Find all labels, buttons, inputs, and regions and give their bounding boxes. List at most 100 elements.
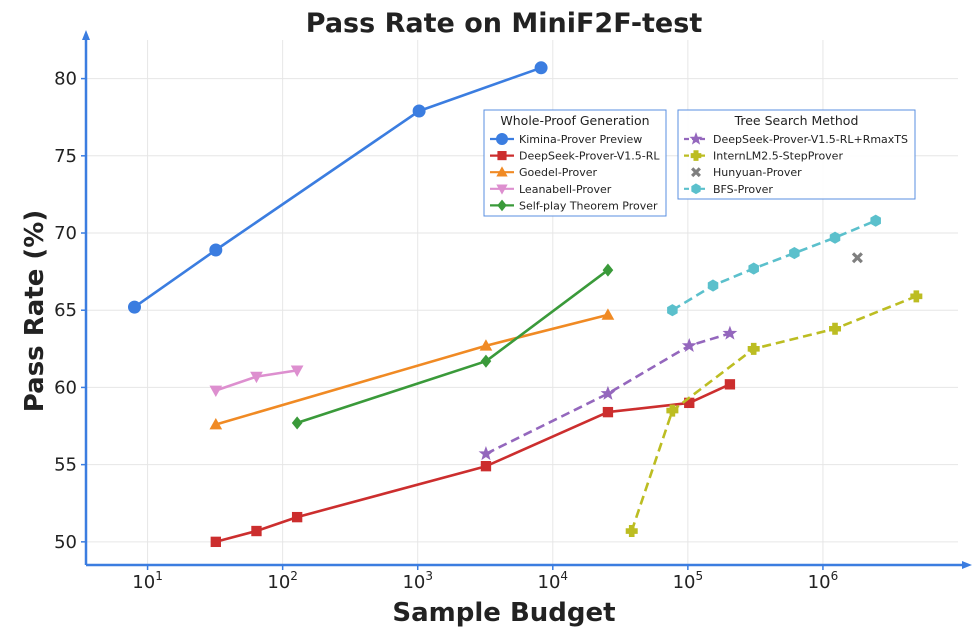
data-point xyxy=(602,406,614,418)
data-point xyxy=(210,536,221,548)
y-tick-label: 70 xyxy=(54,223,77,244)
y-axis-arrow xyxy=(82,30,90,40)
data-point xyxy=(209,417,223,430)
series-line xyxy=(133,66,542,309)
series-Self-play Theorem Prover xyxy=(291,263,614,430)
series-InternLM2.5-StepProver xyxy=(625,290,923,538)
data-point xyxy=(600,385,616,400)
y-tick-label: 50 xyxy=(54,532,77,553)
legend-title: Whole-Proof Generation xyxy=(500,113,649,128)
legend-title: Tree Search Method xyxy=(734,113,859,128)
x-tick-exponent: 6 xyxy=(831,569,839,583)
legend-swatch-marker xyxy=(496,184,508,195)
legend-swatch-marker xyxy=(497,199,507,212)
data-point xyxy=(290,365,304,377)
x-tick-label: 101 xyxy=(132,569,163,593)
legend-entry: Goedel-Prover xyxy=(519,166,598,179)
y-tick-label: 75 xyxy=(54,146,77,167)
x-tick-exponent: 5 xyxy=(695,569,703,583)
data-point xyxy=(209,385,223,398)
data-point xyxy=(681,337,697,353)
legend-swatch-marker xyxy=(691,183,701,195)
data-point xyxy=(127,300,141,314)
data-point xyxy=(291,511,303,523)
legend-box-0: Whole-Proof Generation Kimina-Prover Prev… xyxy=(483,109,667,217)
x-axis-arrow xyxy=(962,561,972,569)
series-Hunyuan-Prover xyxy=(851,252,863,264)
x-axis-label: Sample Budget xyxy=(392,598,615,628)
data-point xyxy=(478,446,494,461)
x-tick-label: 106 xyxy=(808,569,839,593)
data-point xyxy=(602,263,614,277)
data-point xyxy=(707,279,719,292)
legend-entry: DeepSeek-Prover-V1.5-RL+RmaxTS xyxy=(713,133,908,146)
data-point xyxy=(789,247,800,260)
data-point xyxy=(625,525,638,538)
legend-swatch-marker xyxy=(496,166,508,177)
data-point xyxy=(910,290,923,303)
y-tick-label: 65 xyxy=(54,300,77,321)
legend-entry: DeepSeek-Prover-V1.5-RL xyxy=(519,150,660,163)
data-point xyxy=(667,304,678,317)
y-tick-label: 80 xyxy=(54,69,77,90)
data-point xyxy=(747,342,760,355)
x-tick-label: 102 xyxy=(267,569,298,593)
legend-swatch-marker xyxy=(691,167,701,178)
legend-entry: BFS-Prover xyxy=(713,183,773,196)
data-point xyxy=(724,379,736,390)
legend-entry: Self-play Theorem Prover xyxy=(519,199,658,212)
series-area xyxy=(127,61,923,548)
data-point xyxy=(722,325,738,340)
data-point xyxy=(601,308,615,320)
data-point xyxy=(479,339,493,351)
y-tick-label: 55 xyxy=(54,455,77,476)
series-Leanabell-Prover xyxy=(209,365,304,398)
data-point xyxy=(209,243,223,257)
series-line xyxy=(671,219,877,312)
legend-swatch-marker xyxy=(497,151,507,161)
data-point xyxy=(829,231,841,244)
x-tick-exponent: 1 xyxy=(155,569,163,583)
legend-swatch-marker xyxy=(689,132,703,145)
data-point xyxy=(829,322,842,335)
y-axis-label: Pass Rate (%) xyxy=(20,210,50,412)
series-DeepSeek-Prover-V1.5-RL xyxy=(210,379,736,548)
data-point xyxy=(412,104,426,118)
data-point xyxy=(534,61,548,75)
series-line xyxy=(485,332,731,455)
x-tick-label: 103 xyxy=(402,569,433,593)
legend-entry: Leanabell-Prover xyxy=(519,183,612,196)
data-point xyxy=(291,416,303,430)
data-point xyxy=(870,214,881,227)
axes xyxy=(82,30,972,569)
legend-frame xyxy=(483,109,667,217)
legend-frame xyxy=(677,109,916,200)
series-Kimina-Prover Preview xyxy=(127,61,548,314)
legend: Whole-Proof Generation Kimina-Prover Prev… xyxy=(483,109,916,217)
data-point xyxy=(480,354,492,368)
x-tick-exponent: 2 xyxy=(290,569,298,583)
data-point xyxy=(480,461,492,472)
x-tick-exponent: 3 xyxy=(425,569,433,583)
series-Goedel-Prover xyxy=(209,308,615,430)
data-point xyxy=(851,252,863,264)
x-tick-label: 105 xyxy=(673,569,704,593)
x-tick-label: 104 xyxy=(538,569,569,593)
series-DeepSeek-Prover-V1.5-RL+RmaxTS xyxy=(478,325,738,461)
legend-box-1: Tree Search Method DeepSeek-Prover-V1.5-R… xyxy=(677,109,916,200)
data-point xyxy=(666,404,679,417)
series-BFS-Prover xyxy=(667,214,881,317)
data-point xyxy=(748,262,759,275)
legend-swatch-marker xyxy=(496,133,508,145)
legend-entry: InternLM2.5-StepProver xyxy=(713,150,843,163)
y-tick-label: 60 xyxy=(54,377,77,398)
chart-title: Pass Rate on MiniF2F-test xyxy=(306,8,703,39)
series-line xyxy=(215,313,609,426)
data-point xyxy=(250,371,263,384)
legend-entry: Hunyuan-Prover xyxy=(713,166,802,179)
legend-swatch-marker xyxy=(690,150,702,161)
x-tick-exponent: 4 xyxy=(560,569,568,583)
legend-entry: Kimina-Prover Preview xyxy=(519,133,642,146)
series-line xyxy=(296,269,609,425)
